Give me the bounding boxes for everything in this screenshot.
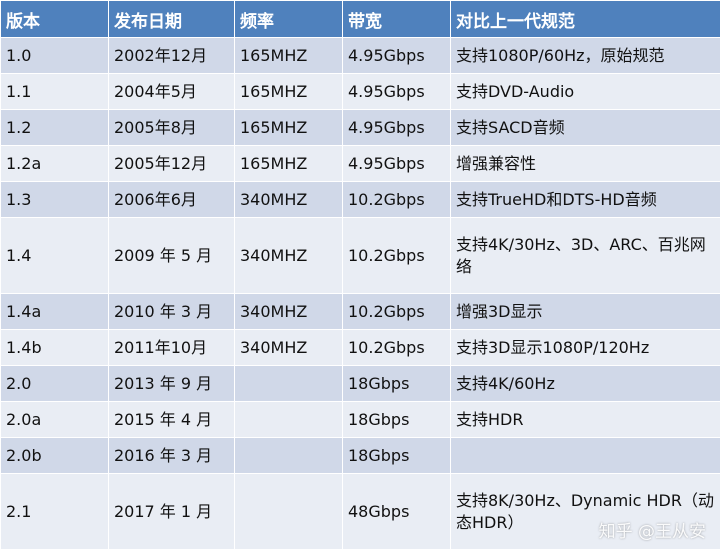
cell-bandwidth: 10.2Gbps	[342, 329, 451, 366]
cell-version: 2.1	[0, 473, 109, 550]
cell-bandwidth: 4.95Gbps	[342, 109, 451, 146]
cell-version: 1.1	[0, 73, 109, 110]
cell-version: 2.0a	[0, 401, 109, 438]
table-row: 1.4b 2011年10月 340MHZ 10.2Gbps 支持3D显示1080…	[0, 329, 720, 366]
cell-version: 1.2	[0, 109, 109, 146]
cell-frequency	[234, 473, 343, 550]
cell-version: 2.0	[0, 365, 109, 402]
header-version: 版本	[0, 0, 109, 38]
header-comparison: 对比上一代规范	[450, 0, 720, 38]
cell-bandwidth: 10.2Gbps	[342, 217, 451, 294]
cell-comparison: 增强3D显示	[450, 293, 720, 330]
cell-comparison: 支持4K/60Hz	[450, 365, 720, 402]
cell-comparison: 支持DVD-Audio	[450, 73, 720, 110]
cell-release-date: 2002年12月	[108, 37, 235, 74]
cell-frequency	[234, 401, 343, 438]
header-release-date: 发布日期	[108, 0, 235, 38]
cell-bandwidth: 18Gbps	[342, 437, 451, 474]
cell-version: 1.0	[0, 37, 109, 74]
table-row: 2.0b 2016 年 3 月 18Gbps	[0, 437, 720, 474]
header-bandwidth: 带宽	[342, 0, 451, 38]
cell-release-date: 2010 年 3 月	[108, 293, 235, 330]
cell-frequency: 165MHZ	[234, 73, 343, 110]
cell-comparison: 支持1080P/60Hz，原始规范	[450, 37, 720, 74]
cell-release-date: 2011年10月	[108, 329, 235, 366]
cell-release-date: 2009 年 5 月	[108, 217, 235, 294]
cell-bandwidth: 4.95Gbps	[342, 145, 451, 182]
cell-release-date: 2005年12月	[108, 145, 235, 182]
table-row: 1.2 2005年8月 165MHZ 4.95Gbps 支持SACD音频	[0, 109, 720, 146]
cell-release-date: 2017 年 1 月	[108, 473, 235, 550]
cell-frequency: 165MHZ	[234, 109, 343, 146]
cell-comparison: 支持TrueHD和DTS-HD音频	[450, 181, 720, 218]
cell-bandwidth: 48Gbps	[342, 473, 451, 550]
table-row: 1.4a 2010 年 3 月 340MHZ 10.2Gbps 增强3D显示	[0, 293, 720, 330]
header-row: 版本 发布日期 频率 带宽 对比上一代规范	[0, 0, 720, 38]
table-row: 2.1 2017 年 1 月 48Gbps 支持8K/30Hz、Dynamic …	[0, 473, 720, 550]
cell-version: 1.4	[0, 217, 109, 294]
cell-bandwidth: 4.95Gbps	[342, 37, 451, 74]
cell-release-date: 2015 年 4 月	[108, 401, 235, 438]
cell-version: 2.0b	[0, 437, 109, 474]
cell-version: 1.4b	[0, 329, 109, 366]
cell-release-date: 2016 年 3 月	[108, 437, 235, 474]
table-row: 1.1 2004年5月 165MHZ 4.95Gbps 支持DVD-Audio	[0, 73, 720, 110]
cell-frequency: 340MHZ	[234, 329, 343, 366]
cell-frequency: 340MHZ	[234, 217, 343, 294]
cell-comparison: 支持4K/30Hz、3D、ARC、百兆网络	[450, 217, 720, 294]
cell-comparison: 增强兼容性	[450, 145, 720, 182]
cell-release-date: 2013 年 9 月	[108, 365, 235, 402]
cell-bandwidth: 4.95Gbps	[342, 73, 451, 110]
table-row: 1.4 2009 年 5 月 340MHZ 10.2Gbps 支持4K/30Hz…	[0, 217, 720, 294]
cell-comparison: 支持SACD音频	[450, 109, 720, 146]
cell-version: 1.4a	[0, 293, 109, 330]
cell-bandwidth: 18Gbps	[342, 401, 451, 438]
table-row: 2.0a 2015 年 4 月 18Gbps 支持HDR	[0, 401, 720, 438]
cell-frequency	[234, 365, 343, 402]
table-row: 1.0 2002年12月 165MHZ 4.95Gbps 支持1080P/60H…	[0, 37, 720, 74]
cell-version: 1.2a	[0, 145, 109, 182]
cell-frequency	[234, 437, 343, 474]
cell-bandwidth: 10.2Gbps	[342, 293, 451, 330]
cell-frequency: 340MHZ	[234, 181, 343, 218]
table-row: 1.2a 2005年12月 165MHZ 4.95Gbps 增强兼容性	[0, 145, 720, 182]
header-frequency: 频率	[234, 0, 343, 38]
cell-frequency: 340MHZ	[234, 293, 343, 330]
cell-version: 1.3	[0, 181, 109, 218]
cell-comparison	[450, 437, 720, 474]
cell-frequency: 165MHZ	[234, 37, 343, 74]
cell-frequency: 165MHZ	[234, 145, 343, 182]
table-row: 2.0 2013 年 9 月 18Gbps 支持4K/60Hz	[0, 365, 720, 402]
cell-comparison: 支持8K/30Hz、Dynamic HDR（动态HDR）	[450, 473, 720, 550]
cell-comparison: 支持HDR	[450, 401, 720, 438]
cell-release-date: 2006年6月	[108, 181, 235, 218]
cell-bandwidth: 18Gbps	[342, 365, 451, 402]
cell-release-date: 2005年8月	[108, 109, 235, 146]
cell-release-date: 2004年5月	[108, 73, 235, 110]
cell-bandwidth: 10.2Gbps	[342, 181, 451, 218]
cell-comparison: 支持3D显示1080P/120Hz	[450, 329, 720, 366]
table-row: 1.3 2006年6月 340MHZ 10.2Gbps 支持TrueHD和DTS…	[0, 181, 720, 218]
